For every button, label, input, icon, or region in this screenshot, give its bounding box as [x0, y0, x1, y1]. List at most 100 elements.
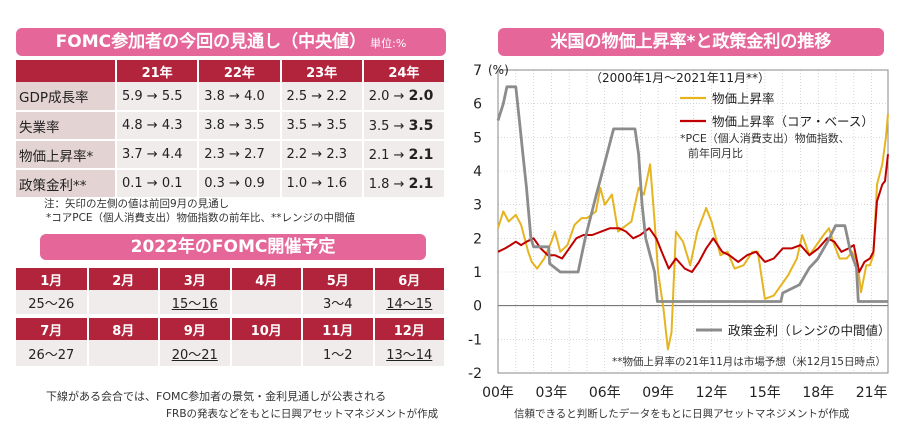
date-row: 25〜26 15〜16 3〜4 14〜15 [16, 290, 446, 316]
series-lines [496, 85, 889, 351]
month-cell: 3月 [159, 264, 232, 290]
y-tick-label: -2 [468, 366, 482, 382]
table-cell: 2.1 → 2.1 [362, 140, 447, 170]
x-tick-label: 06年 [589, 385, 621, 401]
date-row: 26〜27 20〜21 1〜2 13〜14 [16, 340, 446, 366]
y-tick-label: 0 [473, 299, 482, 315]
chart-subtitle: （2000年1月〜2021年11月**） [590, 71, 770, 85]
header-cell: 23年 [280, 60, 364, 82]
header-cell: 24年 [362, 60, 447, 82]
date-cell [87, 290, 160, 316]
header-cell: 21年 [116, 60, 200, 82]
date-cell: 26〜27 [16, 340, 89, 366]
table-cell: 1.8 → 2.1 [362, 169, 447, 199]
table-cell: 2.2 → 2.3 [280, 140, 364, 170]
date-cell: 1〜2 [302, 340, 375, 366]
x-tick-label: 09年 [642, 385, 674, 401]
legend-label: 政策金利（レンジの中間値） [728, 323, 891, 338]
x-tick-label: 03年 [535, 385, 567, 401]
table-cell: 4.8 → 4.3 [116, 111, 200, 141]
chart-annotation: 前年同月比 [688, 146, 743, 160]
month-cell: 6月 [373, 264, 446, 290]
plot-frame [497, 69, 889, 374]
date-cell [230, 340, 303, 366]
chart-text: -2 -1 0 1 2 3 4 5 6 7 00年 03年 06年 09年 12年 15年 18年 21年 (%) （… [468, 63, 890, 401]
month-row: 7月 8月 9月 10月 11月 12月 [16, 314, 446, 340]
date-cell: 25〜26 [16, 290, 89, 316]
table-row: 政策金利** 0.1 → 0.1 0.3 → 0.9 1.0 → 1.6 1.8… [16, 169, 447, 199]
month-cell: 5月 [302, 264, 375, 290]
axes [497, 69, 889, 374]
month-cell: 4月 [230, 264, 303, 290]
month-cell: 10月 [230, 314, 303, 340]
chart-annotation: *PCE（個人消費支出）物価指数、 [680, 131, 850, 145]
date-cell: 15〜16 [159, 290, 232, 316]
month-cell: 8月 [87, 314, 160, 340]
y-tick-label: 1 [473, 265, 482, 281]
table-cell: 2.0 → 2.0 [362, 82, 447, 112]
table-cell: 3.8 → 3.5 [198, 111, 282, 141]
month-cell: 12月 [373, 314, 446, 340]
date-cell: 14〜15 [373, 290, 446, 316]
month-row: 1月 2月 3月 4月 5月 6月 [16, 264, 446, 290]
legend-label: 物価上昇率（コア・ベース） [712, 114, 874, 129]
date-cell: 13〜14 [373, 340, 446, 366]
chart-title: 米国の物価上昇率*と政策金利の推移 [498, 28, 884, 56]
table-footnote: *コアPCE（個人消費支出）物価指数の前年比、**レンジの中間値 [46, 212, 356, 224]
x-tick-label: 00年 [482, 385, 514, 401]
month-cell: 7月 [16, 314, 89, 340]
table-row: GDP成長率 5.9 → 5.5 3.8 → 4.0 2.5 → 2.2 2.0… [16, 82, 447, 112]
date-cell: 3〜4 [302, 290, 375, 316]
row-label: 失業率 [16, 111, 117, 141]
table-cell: 3.7 → 4.4 [116, 140, 200, 170]
row-label: 政策金利** [16, 169, 117, 199]
y-tick-label: 3 [473, 198, 482, 214]
table-cell: 0.3 → 0.9 [198, 169, 282, 199]
date-cell [230, 290, 303, 316]
y-axis-unit: (%) [488, 63, 509, 77]
table-row: 物価上昇率* 3.7 → 4.4 2.3 → 2.7 2.2 → 2.3 2.1… [16, 140, 447, 170]
meeting-schedule-table: 1月 2月 3月 4月 5月 6月 25〜26 15〜16 3〜4 14〜15 … [16, 264, 446, 366]
meeting-source: FRBの発表などをもとに日興アセットマネジメントが作成 [166, 408, 439, 420]
inflation-rate-chart: -2 -1 0 1 2 3 4 5 6 7 00年 03年 06年 09年 12年 15年 18年 21年 (%) （… [468, 63, 890, 401]
fomc-unit: 単位:% [370, 37, 407, 50]
x-tick-label: 15年 [749, 385, 781, 401]
chart-source: 信頼できると判断したデータをもとに日興アセットマネジメントが作成 [514, 408, 850, 420]
table-cell: 5.9 → 5.5 [116, 82, 200, 112]
row-label: GDP成長率 [16, 82, 117, 112]
month-cell: 9月 [159, 314, 232, 340]
table-cell: 2.3 → 2.7 [198, 140, 282, 170]
fomc-projection-table: 21年 22年 23年 24年 GDP成長率 5.9 → 5.5 3.8 → 4… [16, 60, 447, 199]
y-tick-label: 7 [473, 63, 482, 79]
y-tick-label: 6 [473, 97, 482, 113]
table-row: 失業率 4.8 → 4.3 3.8 → 3.5 3.5 → 3.5 3.5 → … [16, 111, 447, 141]
table-note: 注：矢印の左側の値は前回9月の見通し [44, 198, 230, 210]
series-line-3 [496, 85, 888, 303]
table-cell: 1.0 → 1.6 [280, 169, 364, 199]
meeting-footnote: 下線がある会合では、FOMC参加者の景気・金利見通しが公表される [46, 390, 387, 403]
date-cell: 20〜21 [159, 340, 232, 366]
table-cell: 3.5 → 3.5 [280, 111, 364, 141]
month-cell: 11月 [302, 314, 375, 340]
y-tick-label: -1 [468, 332, 482, 348]
table-cell: 3.5 → 3.5 [362, 111, 447, 141]
table-cell: 2.5 → 2.2 [280, 82, 364, 112]
y-tick-label: 4 [473, 164, 482, 180]
series-line-2 [497, 154, 889, 273]
table-header-row: 21年 22年 23年 24年 [16, 60, 447, 82]
chart-annotation: **物価上昇率の21年11月は市場予想（米12月15日時点） [612, 355, 886, 368]
x-tick-label: 12年 [696, 385, 728, 401]
legend-label: 物価上昇率 [712, 91, 775, 106]
series-line-1 [497, 113, 889, 351]
row-label: 物価上昇率* [16, 140, 117, 170]
header-cell [16, 60, 117, 82]
date-cell [87, 340, 160, 366]
month-cell: 2月 [87, 264, 160, 290]
y-tick-label: 2 [473, 231, 482, 247]
table-cell: 3.8 → 4.0 [198, 82, 282, 112]
x-tick-label: 18年 [802, 385, 834, 401]
month-cell: 1月 [16, 264, 89, 290]
x-tick-label: 21年 [856, 385, 888, 401]
header-cell: 22年 [198, 60, 282, 82]
table-cell: 0.1 → 0.1 [116, 169, 200, 199]
